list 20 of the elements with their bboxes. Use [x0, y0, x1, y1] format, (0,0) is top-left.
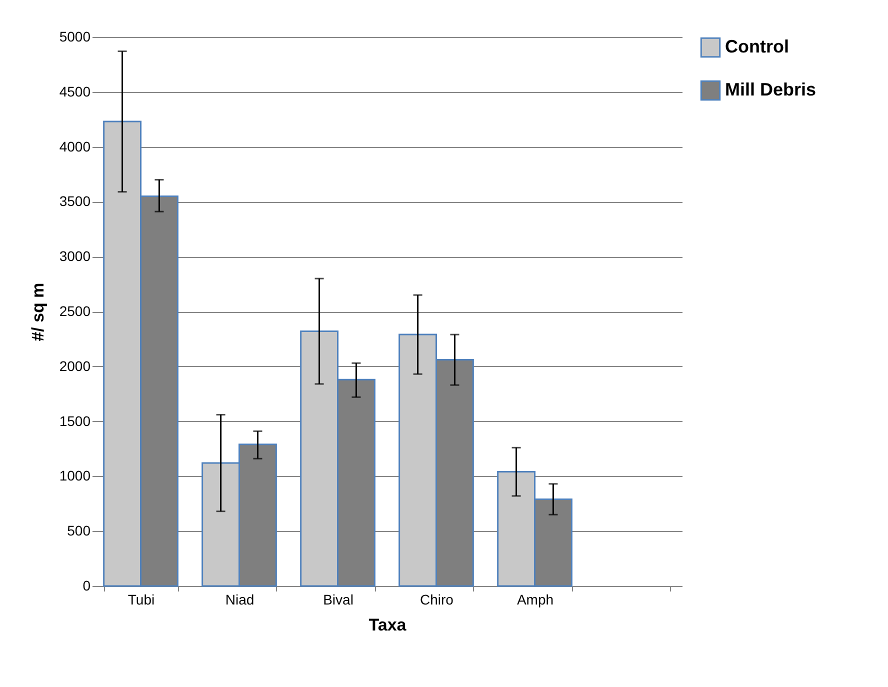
y-tick-label: 0 — [82, 578, 91, 594]
y-tick-label: 1000 — [59, 468, 91, 484]
legend-label: Control — [725, 36, 789, 56]
x-tick-label: Bival — [323, 592, 354, 608]
y-tick-label: 5000 — [59, 28, 91, 44]
y-tick-label: 500 — [67, 522, 91, 539]
y-tick-label: 3500 — [59, 193, 91, 210]
legend-label: Mill Debris — [725, 80, 816, 100]
y-tick-label: 3000 — [59, 248, 91, 264]
x-tick-label: Niad — [225, 592, 254, 608]
y-axis-title: #/ sq m — [28, 282, 48, 342]
x-tick-label: Chiro — [420, 592, 454, 608]
y-tick-label: 4000 — [59, 138, 91, 154]
x-tick-label: Amph — [516, 592, 554, 608]
x-tick-label: Tubi — [128, 592, 155, 608]
y-tick-label: 2500 — [59, 303, 91, 319]
y-tick-label: 1500 — [59, 412, 91, 429]
y-tick-label: 2000 — [59, 358, 91, 374]
x-axis-title: Taxa — [368, 616, 407, 634]
y-tick-label: 4500 — [59, 83, 91, 100]
